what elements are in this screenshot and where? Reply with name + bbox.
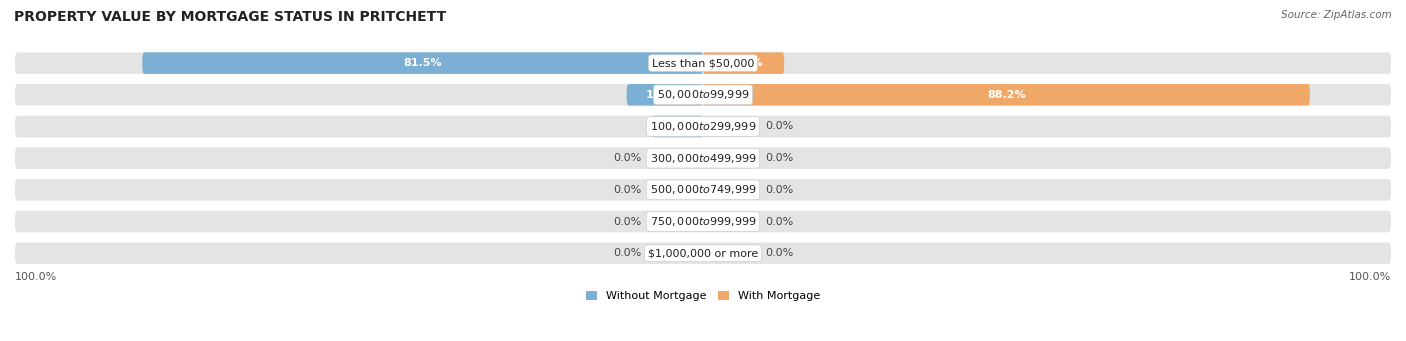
Text: 0.0%: 0.0% [765, 185, 793, 195]
Text: 0.0%: 0.0% [765, 217, 793, 226]
Text: 0.0%: 0.0% [613, 248, 641, 258]
FancyBboxPatch shape [15, 211, 1391, 232]
FancyBboxPatch shape [142, 53, 703, 74]
Text: 0.0%: 0.0% [613, 217, 641, 226]
Text: $50,000 to $99,999: $50,000 to $99,999 [657, 88, 749, 101]
Text: $1,000,000 or more: $1,000,000 or more [648, 248, 758, 258]
Legend: Without Mortgage, With Mortgage: Without Mortgage, With Mortgage [582, 286, 824, 306]
Text: 11.8%: 11.8% [724, 58, 763, 68]
Text: 0.0%: 0.0% [613, 153, 641, 163]
Text: 81.5%: 81.5% [404, 58, 441, 68]
FancyBboxPatch shape [648, 182, 703, 198]
Text: PROPERTY VALUE BY MORTGAGE STATUS IN PRITCHETT: PROPERTY VALUE BY MORTGAGE STATUS IN PRI… [14, 10, 446, 24]
Text: 11.1%: 11.1% [645, 90, 685, 100]
FancyBboxPatch shape [15, 116, 1391, 137]
FancyBboxPatch shape [703, 213, 758, 229]
Text: 7.4%: 7.4% [662, 121, 693, 132]
Text: Source: ZipAtlas.com: Source: ZipAtlas.com [1281, 10, 1392, 20]
FancyBboxPatch shape [648, 213, 703, 229]
Text: Less than $50,000: Less than $50,000 [652, 58, 754, 68]
Text: $100,000 to $299,999: $100,000 to $299,999 [650, 120, 756, 133]
Text: 100.0%: 100.0% [15, 271, 58, 282]
FancyBboxPatch shape [627, 84, 703, 106]
Text: 100.0%: 100.0% [1348, 271, 1391, 282]
Text: 0.0%: 0.0% [765, 121, 793, 132]
Text: $300,000 to $499,999: $300,000 to $499,999 [650, 152, 756, 165]
FancyBboxPatch shape [703, 245, 758, 261]
FancyBboxPatch shape [648, 150, 703, 166]
Text: $500,000 to $749,999: $500,000 to $749,999 [650, 183, 756, 196]
Text: 0.0%: 0.0% [613, 185, 641, 195]
Text: 0.0%: 0.0% [765, 153, 793, 163]
FancyBboxPatch shape [703, 182, 758, 198]
Text: 88.2%: 88.2% [987, 90, 1026, 100]
FancyBboxPatch shape [648, 245, 703, 261]
FancyBboxPatch shape [15, 242, 1391, 264]
Text: $750,000 to $999,999: $750,000 to $999,999 [650, 215, 756, 228]
FancyBboxPatch shape [15, 53, 1391, 74]
FancyBboxPatch shape [703, 84, 1310, 106]
FancyBboxPatch shape [15, 84, 1391, 106]
FancyBboxPatch shape [703, 53, 785, 74]
FancyBboxPatch shape [703, 150, 758, 166]
FancyBboxPatch shape [652, 116, 703, 137]
FancyBboxPatch shape [703, 118, 758, 135]
FancyBboxPatch shape [15, 179, 1391, 201]
FancyBboxPatch shape [15, 147, 1391, 169]
Text: 0.0%: 0.0% [765, 248, 793, 258]
